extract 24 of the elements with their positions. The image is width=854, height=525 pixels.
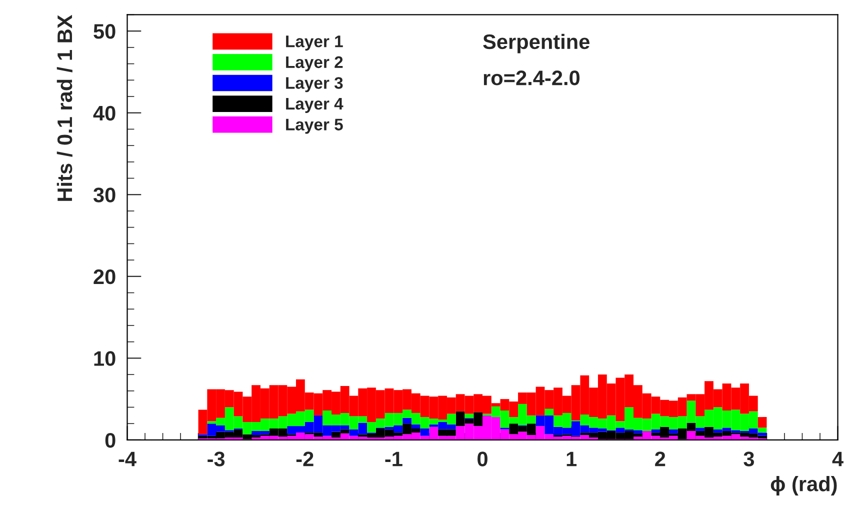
y-tick-label: 50 (94, 24, 116, 39)
x-tick-label: -3 (208, 452, 225, 466)
x-tick-label: -1 (385, 452, 402, 466)
y-tick-label: 0 (105, 432, 116, 448)
legend-label: Layer 1 (286, 36, 343, 51)
x-tick-label: 2 (655, 452, 666, 466)
annotation: ro=2.4-2.0 (484, 70, 580, 86)
y-tick-label: 20 (94, 269, 116, 284)
legend-label: Layer 2 (286, 56, 343, 72)
x-axis-title: ϕ (rad) (770, 476, 837, 496)
y-tick-label: 40 (93, 106, 116, 121)
legend-label: Layer 3 (286, 77, 343, 92)
x-tick-label: -2 (296, 452, 314, 466)
legend-label: Layer 4 (286, 98, 344, 113)
x-tick-label: -4 (118, 452, 136, 466)
y-tick-label: 10 (94, 351, 116, 366)
annotation: Serpentine (483, 34, 590, 54)
y-tick-label: 30 (93, 188, 116, 202)
x-tick-label: 1 (566, 452, 577, 466)
x-tick-label: 4 (832, 452, 844, 466)
y-axis-title: Hits / 0.1 rad / 1 BX (56, 14, 72, 201)
legend-label: Layer 5 (286, 118, 343, 134)
x-tick-label: 0 (478, 452, 488, 466)
x-tick-label: 3 (744, 452, 754, 466)
